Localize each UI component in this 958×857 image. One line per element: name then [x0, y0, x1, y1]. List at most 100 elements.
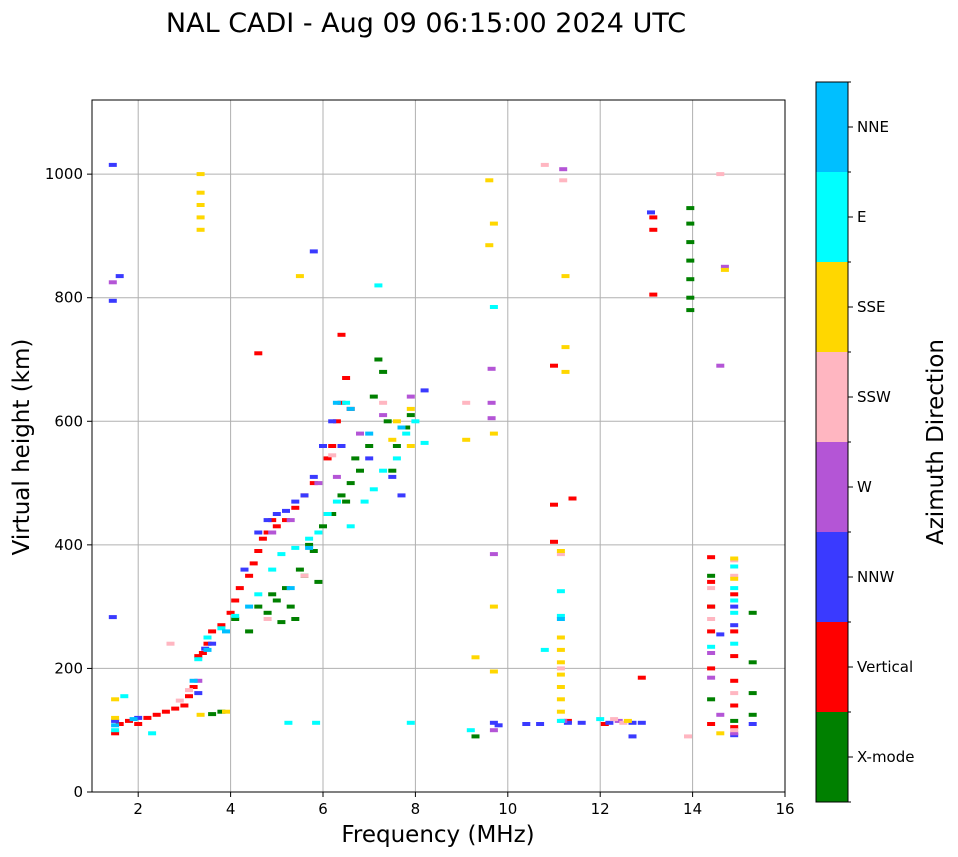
data-point	[196, 172, 205, 177]
data-point	[730, 576, 739, 581]
colorbar-label: Azimuth Direction	[923, 339, 949, 545]
data-point	[208, 629, 217, 634]
data-point	[686, 295, 695, 300]
data-point	[730, 592, 739, 597]
data-point	[730, 728, 739, 733]
data-point	[487, 416, 496, 421]
data-point	[272, 512, 281, 516]
chart-title: NAL CADI - Aug 09 06:15:00 2024 UTC	[166, 8, 686, 39]
data-point	[312, 720, 321, 725]
data-point	[730, 725, 739, 730]
data-point	[556, 613, 565, 618]
colorbar-tick-label: NNW	[857, 568, 894, 586]
colorbar: X-mode Vertical NNW W SSW SSE E NNE	[815, 81, 914, 803]
data-point	[649, 292, 658, 297]
data-point	[619, 720, 628, 725]
data-point	[730, 598, 739, 603]
data-point	[559, 178, 568, 183]
data-point	[392, 419, 401, 424]
x-tick-label: 4	[226, 800, 236, 818]
data-point	[152, 712, 161, 717]
data-point	[263, 610, 272, 615]
data-point	[561, 369, 570, 374]
series-vertical	[111, 215, 739, 736]
y-tick-label: 600	[54, 412, 83, 430]
data-point	[300, 493, 309, 498]
data-point	[337, 332, 346, 337]
data-point	[258, 536, 267, 541]
data-point	[314, 579, 323, 584]
data-point	[305, 545, 314, 550]
data-point	[489, 221, 498, 226]
data-point	[286, 604, 295, 609]
data-point	[730, 623, 739, 628]
data-point	[730, 718, 739, 723]
data-point	[707, 644, 716, 649]
y-tick-label: 1000	[45, 165, 83, 183]
data-point	[360, 499, 369, 504]
data-point	[254, 592, 263, 597]
data-point	[108, 615, 117, 620]
data-point	[489, 305, 498, 309]
colorbar-segment	[816, 712, 848, 802]
data-point	[556, 617, 565, 621]
data-point	[556, 589, 565, 594]
data-point	[319, 444, 327, 448]
colorbar-tick-label: W	[857, 478, 872, 496]
data-point	[686, 221, 695, 226]
data-point	[254, 530, 263, 535]
data-point	[637, 675, 646, 680]
data-point	[600, 722, 609, 726]
data-point	[707, 666, 716, 671]
data-point	[249, 561, 258, 566]
data-point	[337, 444, 346, 448]
data-point	[489, 720, 498, 725]
data-point	[309, 474, 318, 479]
data-point	[556, 666, 565, 671]
data-point	[245, 604, 254, 609]
data-point	[402, 431, 411, 436]
data-point	[115, 722, 124, 726]
data-point	[716, 172, 725, 177]
data-point	[707, 651, 716, 655]
data-point	[351, 456, 360, 461]
colorbar-frame	[815, 81, 849, 803]
x-tick-label: 10	[498, 800, 517, 818]
data-point	[487, 400, 496, 405]
data-point	[556, 672, 565, 677]
data-point	[208, 641, 217, 646]
series-w	[108, 167, 739, 736]
data-point	[323, 512, 332, 516]
data-point	[556, 660, 565, 665]
colorbar-tick-label: X-mode	[857, 748, 914, 766]
data-point	[561, 345, 570, 350]
data-point	[185, 688, 193, 693]
data-point	[254, 604, 263, 609]
data-point	[277, 552, 286, 557]
data-point	[637, 720, 646, 725]
data-point	[556, 549, 565, 553]
data-point	[196, 712, 205, 717]
data-point	[245, 573, 254, 578]
data-point	[647, 210, 655, 215]
data-point	[111, 723, 120, 728]
data-point	[217, 623, 226, 628]
series-e	[111, 283, 739, 736]
data-point	[143, 715, 152, 720]
data-point	[556, 685, 565, 689]
data-point	[686, 308, 695, 313]
data-point	[240, 567, 249, 572]
data-point	[628, 734, 637, 739]
data-point	[268, 530, 277, 535]
data-point	[196, 203, 205, 207]
data-point	[462, 400, 471, 405]
data-point	[707, 586, 716, 591]
data-point	[235, 586, 244, 591]
y-tick-label: 0	[73, 783, 83, 801]
data-point	[707, 722, 716, 726]
series-ssw	[166, 162, 739, 739]
data-point	[254, 549, 263, 553]
data-point	[392, 456, 401, 461]
data-point	[406, 394, 415, 399]
data-point	[388, 437, 397, 442]
